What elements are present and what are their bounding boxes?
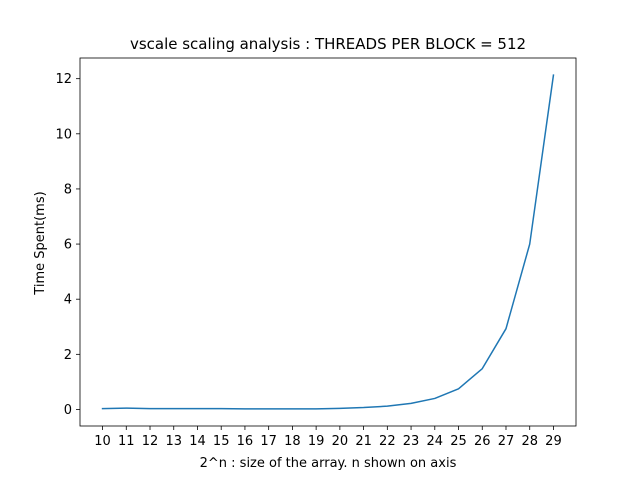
x-tick-label: 21 — [355, 434, 372, 449]
x-tick-label: 10 — [94, 434, 111, 449]
x-tick-label: 23 — [403, 434, 420, 449]
x-axis-label: 2^n : size of the array. n shown on axis — [200, 456, 457, 471]
y-tick-label: 0 — [64, 403, 72, 418]
x-tick-label: 17 — [260, 434, 277, 449]
x-tick-label: 18 — [284, 434, 301, 449]
x-tick-label: 27 — [498, 434, 515, 449]
x-tick-label: 28 — [521, 434, 538, 449]
x-tick-label: 19 — [308, 434, 325, 449]
y-tick-label: 6 — [64, 238, 72, 253]
x-tick-label: 15 — [213, 434, 230, 449]
x-tick-label: 20 — [332, 434, 349, 449]
y-tick-label: 4 — [64, 293, 72, 308]
x-tick-label: 22 — [379, 434, 396, 449]
x-tick-label: 25 — [450, 434, 467, 449]
y-tick-label: 8 — [64, 182, 72, 197]
chart-title: vscale scaling analysis : THREADS PER BL… — [130, 35, 526, 53]
plot-area: 10 11 12 13 14 15 16 17 18 19 20 21 22 23 24 25 26 27 28 29… — [55, 57, 577, 449]
y-axis-label: Time Spent(ms) — [33, 191, 48, 295]
axes-frame — [79, 57, 577, 427]
x-tick-label: 16 — [237, 434, 254, 449]
y-tick-label: 10 — [55, 127, 72, 142]
x-tick-label: 29 — [545, 434, 562, 449]
x-tick-label: 26 — [474, 434, 491, 449]
y-tick-label: 2 — [64, 348, 72, 363]
x-tick-label: 12 — [142, 434, 159, 449]
y-tick-label: 12 — [55, 72, 72, 87]
x-tick-label: 11 — [118, 434, 135, 449]
x-tick-label: 24 — [427, 434, 444, 449]
series-line-0 — [101, 74, 555, 410]
x-tick-label: 13 — [165, 434, 182, 449]
x-tick-label: 14 — [189, 434, 206, 449]
